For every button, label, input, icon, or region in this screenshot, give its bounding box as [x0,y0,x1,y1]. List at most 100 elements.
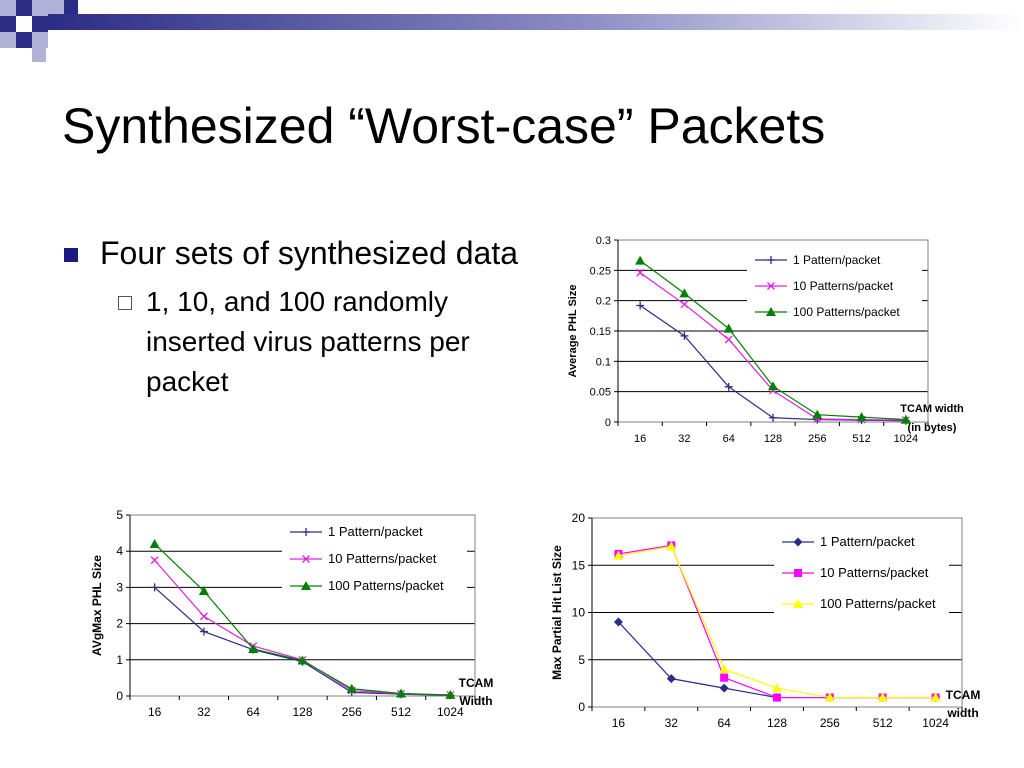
data-point [719,664,730,674]
y-tick-label: 5 [116,508,123,522]
legend-label: 10 Patterns/packet [793,279,894,293]
x-tick-label: 128 [767,716,787,730]
legend-label: 100 Patterns/packet [820,596,936,611]
y-tick-label: 2 [116,617,123,631]
data-point [773,693,781,702]
data-point [635,255,646,265]
chart-average-phl-size: 0 0.05 0.1 0.15 0.2 0.25 0.3 16 32 64 128 256 512 102… [560,230,1024,460]
y-tick-label: 3 [116,580,123,594]
x-tick-label: 1024 [894,433,918,445]
legend-marker [302,528,310,536]
data-point [679,288,690,298]
y-tick-label: 10 [572,606,586,620]
x-tick-label: 128 [764,433,782,445]
data-point [877,692,888,702]
x-tick-label: 16 [148,705,162,719]
data-point [636,268,645,277]
y-tick-label: 0.05 [590,387,611,399]
legend-marker [794,569,802,577]
data-point [199,627,208,636]
data-point [724,335,733,344]
chart-max-partial-hit-list-size: 0 5 10 15 20 16 32 64 128 256 512 1024 Max Partial H… [545,508,985,743]
legend-marker [301,581,311,590]
slide-title: Synthesized “Worst-case” Packets [62,98,826,154]
legend-marker [793,537,803,547]
series-3 [149,538,456,699]
data-point [346,683,357,693]
y-tick-label: 15 [572,558,586,572]
y-tick-label: 4 [116,544,123,558]
x-tick-label: 512 [873,716,893,730]
data-point [720,673,729,682]
data-point [930,692,941,702]
data-point [150,583,159,592]
series-line [154,586,451,696]
data-point [900,414,911,424]
x-tick-label: 64 [247,705,261,719]
data-point [150,556,159,565]
data-point [772,683,782,693]
chart-svg: 0 5 10 15 20 16 32 64 128 256 512 1024 Max Partial H… [550,511,981,730]
y-tick-label: 0.25 [590,265,611,277]
x-axis-label: TCAM [459,676,494,690]
legend-label: 1 Pattern/packet [793,253,881,267]
legend-marker [302,555,310,563]
y-axis-label: Max Partial Hit List Size [550,545,564,680]
x-tick-label: 16 [634,433,646,445]
y-tick-label: 0.2 [596,296,611,308]
data-point [856,412,867,422]
x-tick-label: 64 [723,433,735,445]
y-axis-label: AVgMax PHL Size [90,555,104,656]
x-tick-label: 1024 [437,705,464,719]
data-point [768,381,778,391]
x-tick-label: 512 [852,433,870,445]
series-1 [150,583,455,700]
legend-label: 10 Patterns/packet [820,565,929,580]
data-point [723,323,734,333]
x-tick-label: 64 [717,716,731,730]
legend-box [774,526,949,626]
x-axis-label: width [946,706,978,720]
series-3 [613,541,941,702]
bullet-item: Four sets of synthesized data [62,230,552,276]
data-point [613,550,624,560]
y-tick-label: 0 [605,417,611,429]
x-tick-label: 128 [292,705,312,719]
bullet-list: Four sets of synthesized data 1, 10, and… [62,230,552,402]
data-point [812,409,823,419]
legend-label: 10 Patterns/packet [328,551,437,566]
chart-svg: 0 1 2 3 4 5 16 32 64 128 256 512 1024 AVgMax PHL Size… [90,508,493,719]
data-point [724,382,733,391]
data-point [445,689,456,699]
y-tick-label: 0.3 [596,235,611,247]
legend-box [282,516,467,599]
data-point [396,688,407,698]
data-point [680,300,689,309]
y-tick-label: 0.15 [590,326,611,338]
data-point [149,538,160,548]
data-point [769,413,777,422]
chart-svg: 0 0.05 0.1 0.15 0.2 0.25 0.3 16 32 64 128 256 512 102… [567,235,964,445]
legend-label: 100 Patterns/packet [793,305,900,319]
data-point [198,586,209,596]
hollow-square-bullet-icon [118,296,132,310]
bullet-text: Four sets of synthesized data [100,235,518,271]
x-tick-label: 32 [665,716,679,730]
sub-bullet-item: 1, 10, and 100 randomly inserted virus p… [62,282,552,402]
header-decoration [0,0,1024,62]
x-tick-label: 256 [808,433,826,445]
data-point [613,617,623,627]
x-axis-label: Width [459,694,492,708]
legend-label: 100 Patterns/packet [328,578,444,593]
data-point [297,655,308,665]
chart-avgmax-phl-size: 0 1 2 3 4 5 16 32 64 128 256 512 1024 AVgMax PHL Size… [85,505,493,740]
x-axis-label: TCAM [946,688,981,702]
legend-marker [766,307,776,316]
x-tick-label: 32 [678,433,690,445]
square-bullet-icon [64,248,78,262]
x-tick-label: 256 [820,716,840,730]
y-tick-label: 1 [116,653,123,667]
x-tick-label: 512 [391,705,411,719]
legend-marker [767,282,775,290]
x-tick-label: 32 [197,705,211,719]
